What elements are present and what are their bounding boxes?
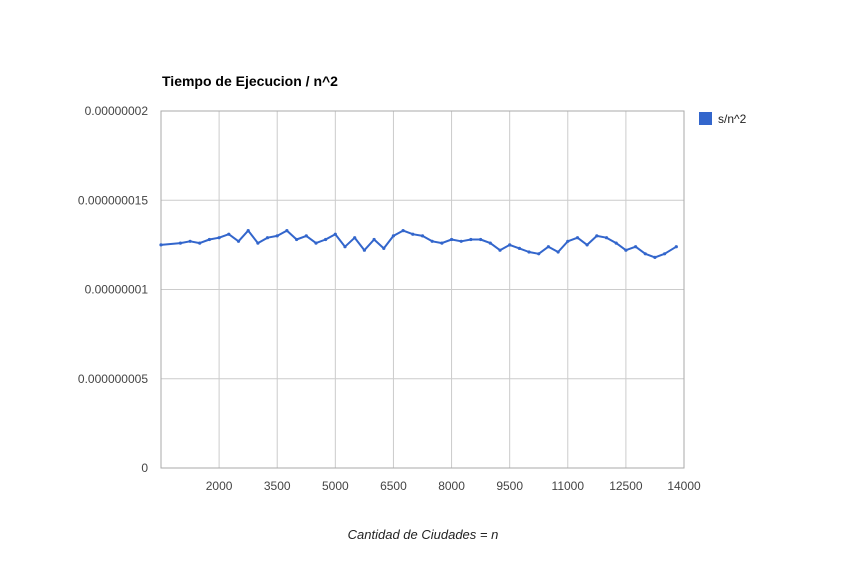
grid bbox=[161, 110, 684, 469]
data-point bbox=[401, 229, 405, 233]
data-point bbox=[304, 234, 308, 238]
x-tick-label: 5000 bbox=[322, 479, 349, 493]
y-tick-label: 0.000000015 bbox=[78, 193, 148, 207]
data-point bbox=[634, 245, 638, 249]
series-line-0 bbox=[160, 229, 677, 259]
data-point bbox=[566, 239, 570, 243]
data-point bbox=[663, 252, 667, 256]
data-point bbox=[604, 236, 609, 240]
data-point bbox=[420, 234, 425, 238]
data-point bbox=[353, 236, 357, 240]
series-group bbox=[159, 229, 678, 259]
data-point bbox=[217, 236, 221, 240]
data-point bbox=[537, 252, 541, 256]
data-point bbox=[459, 239, 463, 243]
data-point bbox=[624, 248, 628, 252]
plot-area-border bbox=[160, 110, 685, 469]
data-point bbox=[546, 245, 551, 249]
data-point bbox=[391, 234, 395, 238]
data-point bbox=[508, 243, 512, 247]
data-point bbox=[488, 241, 492, 245]
data-point bbox=[227, 232, 231, 236]
data-point bbox=[246, 229, 250, 233]
data-point bbox=[324, 237, 328, 242]
data-point bbox=[440, 241, 444, 245]
data-point bbox=[498, 248, 502, 252]
x-tick-label: 6500 bbox=[380, 479, 407, 493]
y-tick-label: 0.00000002 bbox=[85, 104, 149, 118]
data-point bbox=[333, 232, 337, 236]
data-point bbox=[256, 241, 260, 245]
data-point bbox=[575, 236, 580, 240]
x-axis-label: Cantidad de Ciudades = n bbox=[348, 527, 499, 542]
data-point bbox=[275, 234, 279, 238]
data-point bbox=[517, 246, 522, 250]
data-point bbox=[411, 232, 415, 236]
data-point bbox=[178, 241, 182, 245]
legend-label: s/n^2 bbox=[718, 112, 747, 126]
y-tick-label: 0.000000005 bbox=[78, 372, 148, 386]
chart-title: Tiempo de Ejecucion / n^2 bbox=[162, 73, 338, 89]
data-point bbox=[479, 237, 483, 242]
data-point bbox=[188, 239, 192, 243]
data-point bbox=[362, 248, 366, 252]
data-point bbox=[265, 236, 270, 240]
x-tick-label: 9500 bbox=[496, 479, 523, 493]
data-point bbox=[343, 245, 347, 249]
data-point bbox=[382, 246, 386, 250]
data-point bbox=[595, 234, 599, 238]
data-point bbox=[527, 250, 531, 254]
data-point bbox=[314, 241, 318, 245]
data-point bbox=[372, 237, 376, 242]
data-point bbox=[674, 245, 678, 249]
data-point bbox=[236, 239, 241, 243]
data-point bbox=[450, 237, 454, 242]
legend-swatch bbox=[699, 112, 712, 125]
data-point bbox=[556, 250, 560, 254]
x-axis-ticks: 2000 3500 5000 6500 8000 9500 11000 12500 14000 bbox=[206, 479, 701, 493]
data-point bbox=[653, 255, 657, 259]
x-tick-label: 2000 bbox=[206, 479, 233, 493]
data-point bbox=[643, 252, 647, 256]
y-axis-ticks: 0 0.000000005 0.00000001 0.000000015 0.00000… bbox=[78, 104, 148, 475]
y-tick-label: 0.00000001 bbox=[85, 283, 149, 297]
x-tick-label: 14000 bbox=[667, 479, 701, 493]
data-point bbox=[430, 239, 434, 243]
x-tick-label: 8000 bbox=[438, 479, 465, 493]
legend: s/n^2 bbox=[699, 112, 747, 126]
data-point bbox=[159, 243, 163, 247]
data-point bbox=[198, 241, 202, 245]
data-point bbox=[585, 243, 589, 247]
y-tick-label: 0 bbox=[141, 461, 148, 475]
data-point bbox=[207, 237, 211, 242]
data-point bbox=[469, 237, 473, 242]
x-tick-label: 3500 bbox=[264, 479, 291, 493]
x-tick-label: 12500 bbox=[609, 479, 643, 493]
x-tick-label: 11000 bbox=[552, 479, 585, 493]
data-point bbox=[285, 229, 289, 233]
data-point bbox=[614, 241, 618, 245]
data-point bbox=[295, 237, 299, 242]
